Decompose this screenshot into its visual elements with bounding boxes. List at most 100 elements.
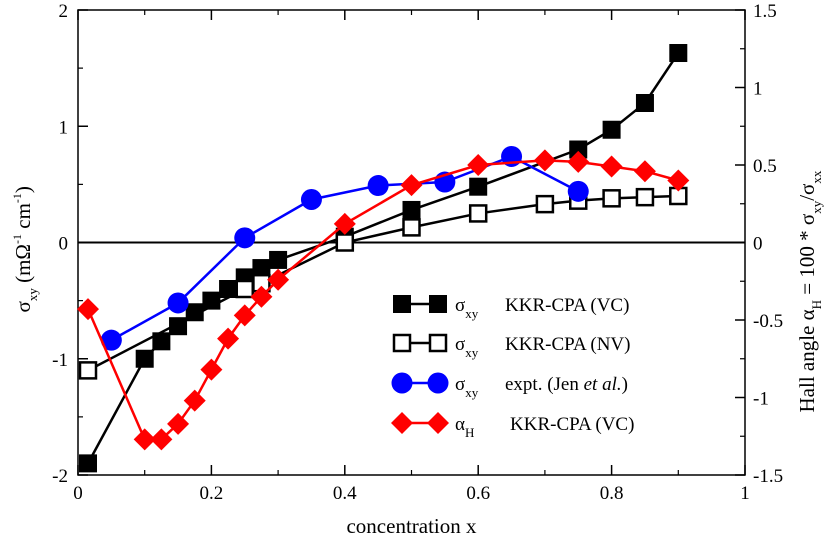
data-point <box>569 140 588 159</box>
data-point <box>535 194 555 214</box>
legend-text: expt. (Jen <box>505 374 584 395</box>
data-point <box>600 155 623 178</box>
data-point <box>402 200 421 219</box>
y-right-middle-sub: xy <box>809 200 824 214</box>
data-point <box>669 44 688 63</box>
data-point <box>250 285 273 308</box>
legend-entry-2: σxy KKR-CPA (NV) <box>392 333 630 360</box>
data-point <box>167 292 189 314</box>
legend-marker <box>391 372 413 394</box>
y-right-tick-label: -1.5 <box>753 466 783 487</box>
data-point <box>333 212 356 235</box>
legend-label: σxy KKR-CPA (NV) <box>455 334 630 360</box>
y-right-slash: /σ <box>795 184 819 201</box>
data-point <box>667 169 690 192</box>
legend-entry-3: σxy expt. (Jen et al.) <box>391 372 628 400</box>
series-1 <box>79 44 688 473</box>
data-point <box>79 454 98 473</box>
legend-symbol: σ <box>455 334 465 355</box>
data-point <box>567 150 590 173</box>
legend-marker <box>391 412 413 434</box>
y-right-tick-label: 1 <box>753 79 763 100</box>
legend-symbol: α <box>455 414 465 435</box>
y-left-symbol: σ <box>11 301 35 312</box>
data-point <box>217 327 240 350</box>
data-point <box>467 154 490 176</box>
data-point <box>602 189 621 208</box>
legend-marker <box>427 372 449 394</box>
data-point <box>152 332 171 351</box>
data-point <box>402 218 421 237</box>
data-point <box>252 259 271 278</box>
y-right-tick-label: 1.5 <box>753 1 777 22</box>
y-right-tick-label: -0.5 <box>753 311 783 332</box>
y-right-prefix-sub: H <box>809 300 824 309</box>
y-left-unit-exp1: -1 <box>10 234 24 244</box>
data-point <box>167 412 190 435</box>
y-left-axis-title: σxy (mΩ-1 cm-1) <box>10 186 40 312</box>
data-point <box>533 149 556 172</box>
legend-symbol: σ <box>455 295 465 316</box>
data-point <box>633 160 656 183</box>
y-left-unit-close: ) <box>11 186 35 193</box>
legend-label: αH KKR-CPA (VC) <box>455 414 634 440</box>
legend-entry-1: σxy KKR-CPA (VC) <box>393 295 629 321</box>
data-point <box>300 188 322 210</box>
x-tick-label: 1 <box>740 483 750 504</box>
y-right-slash-sub: xx <box>809 170 824 184</box>
y-right-tick-label: -1 <box>753 389 769 410</box>
y-left-tick-label: 0 <box>59 234 69 255</box>
x-axis-title: concentration x <box>346 514 477 538</box>
legend-entry-4: αH KKR-CPA (VC) <box>391 412 634 440</box>
data-point <box>100 329 122 351</box>
y-left-tick-label: -1 <box>52 350 68 371</box>
series-line <box>86 52 680 464</box>
data-point <box>602 120 621 139</box>
data-point <box>635 94 654 112</box>
legend-symbol-sub: xy <box>465 345 479 360</box>
data-point <box>469 177 488 196</box>
y-left-tick-label: -2 <box>52 466 68 487</box>
legend-symbol-sub: xy <box>465 385 479 400</box>
x-tick-label: 0.8 <box>600 483 624 504</box>
data-point <box>135 349 154 368</box>
legend-marker <box>393 295 411 313</box>
y-right-middle: = 100 * σ <box>795 214 819 300</box>
data-point <box>235 279 254 299</box>
legend-text-end: ) <box>622 374 628 395</box>
y-left-tick-label: 2 <box>59 1 69 22</box>
series-line <box>110 155 579 342</box>
data-point <box>234 227 256 249</box>
data-point <box>400 174 423 197</box>
y-left-unit-open: (mΩ <box>11 244 35 288</box>
legend-text-italic: et al. <box>584 374 622 395</box>
legend-label: σxy KKR-CPA (VC) <box>455 295 629 321</box>
series-4 <box>77 149 690 451</box>
legend: σxy KKR-CPA (VC)σxy KKR-CPA (NV)σxy expt. (… <box>391 295 634 440</box>
y-left-tick-label: 1 <box>59 117 69 138</box>
legend-symbol-sub: H <box>465 425 474 440</box>
data-point <box>233 304 256 327</box>
y-right-tick-label: 0 <box>753 234 763 255</box>
axes: 0 0.2 0.4 0.6 0.8 1 -2 -1 0 1 2 -1.5 -1 -0.5 0 0.5 1 1.5 <box>52 1 783 504</box>
data-point <box>335 233 355 252</box>
legend-text: KKR-CPA (NV) <box>505 334 630 355</box>
legend-text: KKR-CPA (VC) <box>505 295 629 316</box>
series-layer <box>77 44 690 473</box>
data-point <box>367 175 389 197</box>
x-tick-label: 0.6 <box>466 483 490 504</box>
legend-label: σxy expt. (Jen et al.) <box>455 374 628 400</box>
data-point <box>468 204 488 223</box>
data-point <box>219 280 238 298</box>
data-point <box>200 358 223 381</box>
x-tick-label: 0.4 <box>333 483 357 504</box>
data-point <box>133 428 156 451</box>
data-point <box>267 268 290 291</box>
legend-marker <box>428 333 448 353</box>
legend-text: KKR-CPA (VC) <box>510 414 634 435</box>
data-point <box>150 428 173 451</box>
data-point <box>78 361 98 380</box>
data-point <box>269 250 288 269</box>
